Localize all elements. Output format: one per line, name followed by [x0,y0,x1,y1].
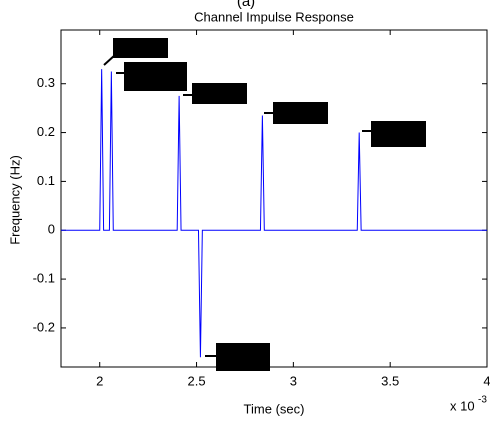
x-tick-label: 3.5 [381,373,399,388]
panel-label: (a) [237,0,255,10]
redacted-annotation [273,102,328,124]
x-tick-label: 2.5 [188,373,206,388]
redacted-annotation [113,38,168,58]
y-tick-label: 0.2 [37,124,55,139]
data-line [61,69,487,358]
y-tick-label: 0.1 [37,173,55,188]
y-tick-label: 0.3 [37,75,55,90]
annotations [103,38,426,371]
x-tick-label: 2 [96,373,103,388]
chart-title: Channel Impulse Response [194,9,354,24]
x-tick-label: 4 [483,373,490,388]
y-tick-label: -0.1 [33,271,55,286]
plot-area: -0.2 -0.1 0 0.1 0.2 0.3 2 2.5 3 3.5 4 [33,29,490,388]
redacted-annotation [371,121,426,147]
x-scale-exponent: -3 [478,395,487,406]
x-tick-label: 3 [290,373,297,388]
x-axis-label: Time (sec) [244,401,305,416]
y-tick-label: -0.2 [33,319,55,334]
y-tick-label: 0 [48,222,55,237]
y-axis-label: Frequency (Hz) [7,155,22,245]
x-scale-base: x 10 [450,398,475,413]
redacted-annotation [192,83,247,104]
redacted-annotation [124,62,187,91]
redacted-annotation [216,343,270,371]
